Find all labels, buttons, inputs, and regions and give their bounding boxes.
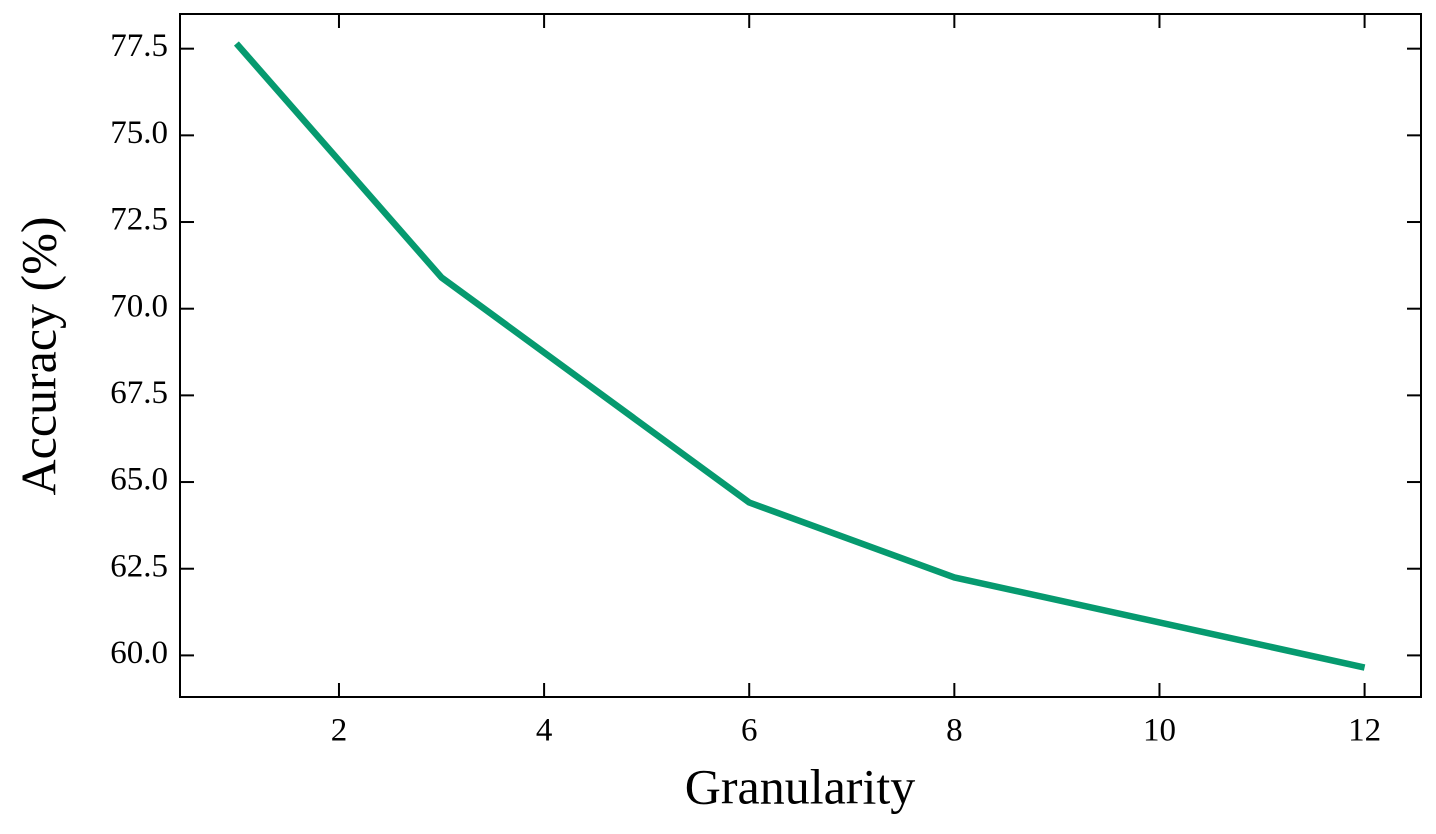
x-tick-label: 2 [331,713,348,749]
y-tick-label: 72.5 [110,202,168,238]
y-tick-label: 62.5 [110,548,168,584]
y-tick-label: 70.0 [110,288,168,324]
y-tick-label: 65.0 [110,462,168,498]
x-tick-label: 12 [1348,713,1381,749]
x-tick-label: 4 [536,713,553,749]
y-axis-label: Accuracy (%) [10,217,66,496]
x-tick-label: 6 [741,713,758,749]
x-tick-label: 8 [946,713,963,749]
y-tick-label: 60.0 [110,635,168,671]
y-tick-label: 75.0 [110,115,168,151]
y-tick-label: 77.5 [110,28,168,64]
y-tick-label: 67.5 [110,375,168,411]
x-axis-label: Granularity [685,758,915,814]
x-tick-label: 10 [1143,713,1176,749]
plot-frame [179,13,1422,698]
data-line [233,41,1366,671]
